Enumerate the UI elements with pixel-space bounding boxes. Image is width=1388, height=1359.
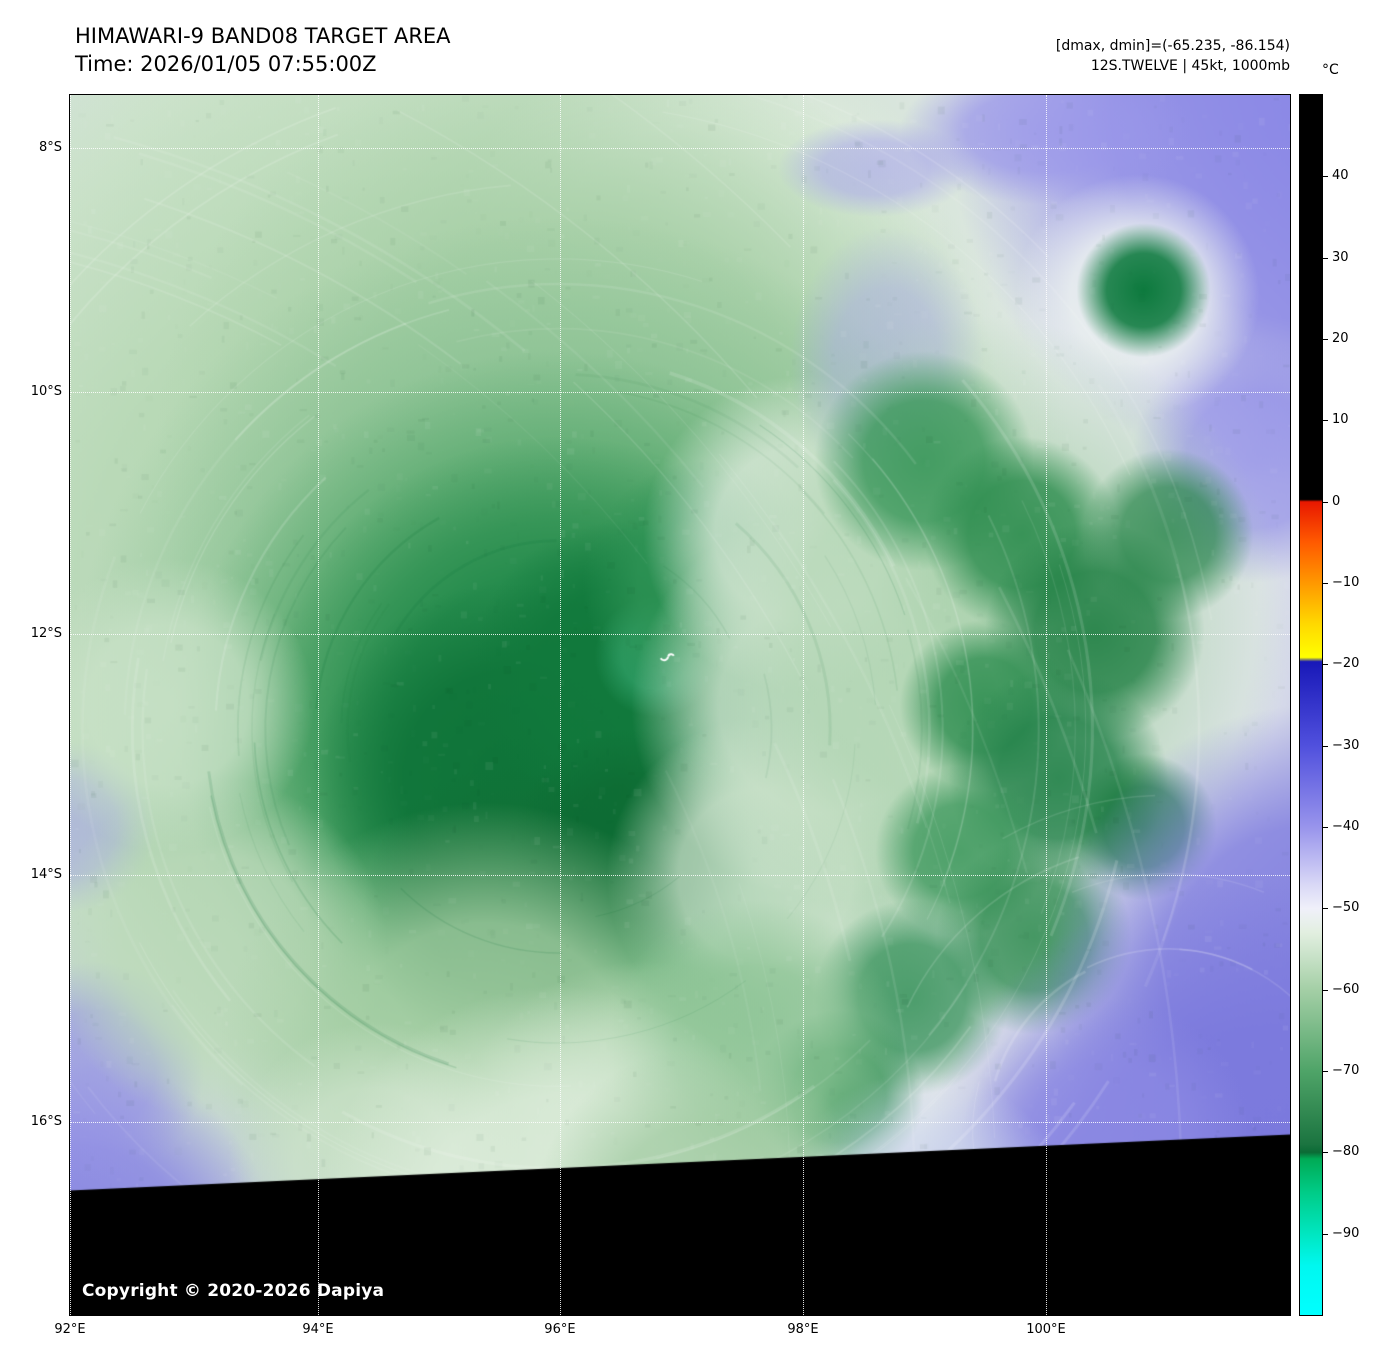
colorbar-tick-label: 20: [1332, 331, 1349, 346]
gridline-lon: [802, 95, 804, 1315]
colorbar-tick-label: −80: [1332, 1144, 1360, 1160]
colorbar-tick-label: 0: [1332, 493, 1341, 509]
colorbar-tick-label: −70: [1332, 1063, 1360, 1078]
lat-tick-label: 12°S: [30, 625, 62, 641]
colorbar-tick: [1323, 908, 1328, 910]
colorbar-tick-label: −20: [1332, 656, 1360, 672]
colorbar-tick: [1323, 257, 1328, 259]
colorbar-tick-label: −50: [1332, 900, 1360, 916]
gridline-lon: [1046, 95, 1047, 1315]
colorbar-tick-label: 30: [1332, 249, 1349, 265]
lat-tick-label: 16°S: [30, 1113, 62, 1129]
colorbar-tick-label: −10: [1332, 575, 1360, 590]
gridline-lat: [70, 147, 1290, 149]
gridline-lat: [70, 874, 1290, 876]
colorbar-tick-label: −60: [1332, 981, 1360, 997]
lon-tick-label: 94°E: [302, 1322, 334, 1337]
storm-info: 12S.TWELVE | 45kt, 1000mb: [1090, 58, 1290, 74]
page-title: HIMAWARI-9 BAND08 TARGET AREA: [75, 24, 451, 48]
lat-tick-label: 10°S: [30, 383, 62, 399]
gridline-lat: [70, 391, 1290, 393]
colorbar-tick: [1323, 664, 1328, 666]
gridline-lon: [70, 95, 71, 1315]
colorbar-tick: [1323, 583, 1328, 584]
colorbar-tick-label: −30: [1332, 737, 1360, 753]
colorbar-tick: [1323, 745, 1328, 747]
dmax-dmin-readout: [dmax, dmin]=(-65.235, -86.154): [1055, 38, 1290, 54]
lat-tick-label: 8°S: [38, 139, 62, 155]
colorbar-tick: [1323, 420, 1328, 422]
map-area: Copyright © 2020-2026 Dapiya: [69, 94, 1291, 1316]
lon-tick-label: 96°E: [544, 1322, 576, 1337]
lon-tick-label: 100°E: [1026, 1322, 1066, 1337]
colorbar-unit: °C: [1322, 62, 1339, 78]
gridline-lon: [318, 95, 320, 1315]
colorbar-tick: [1323, 1233, 1328, 1235]
colorbar-tick: [1323, 176, 1328, 178]
lat-tick-label: 14°S: [30, 866, 62, 882]
colorbar-tick: [1323, 1071, 1328, 1072]
colorbar-tick: [1323, 1152, 1328, 1154]
colorbar-tick-label: −40: [1332, 819, 1360, 834]
colorbar-tick: [1323, 339, 1328, 340]
grid-overlay: [70, 95, 1290, 1315]
gridline-lat: [70, 633, 1290, 635]
colorbar-tick-label: 10: [1332, 412, 1349, 428]
info-block: [dmax, dmin]=(-65.235, -86.154) 12S.TWEL…: [1056, 36, 1290, 76]
gridline-lat: [70, 1121, 1290, 1123]
colorbar-tick: [1323, 827, 1328, 828]
colorbar-tick-label: −90: [1332, 1225, 1360, 1241]
colorbar: [1299, 94, 1323, 1316]
colorbar-tick: [1323, 989, 1328, 991]
lon-tick-label: 98°E: [787, 1322, 819, 1337]
timestamp: Time: 2026/01/05 07:55:00Z: [75, 52, 377, 76]
gridline-lon: [559, 95, 561, 1315]
copyright: Copyright © 2020-2026 Dapiya: [82, 1281, 385, 1301]
lon-tick-label: 92°E: [54, 1322, 86, 1337]
title-block: HIMAWARI-9 BAND08 TARGET AREA Time: 2026…: [75, 22, 451, 78]
colorbar-tick-label: 40: [1332, 168, 1349, 184]
satellite-canvas: [70, 95, 1290, 1315]
colorbar-tick: [1323, 501, 1328, 503]
